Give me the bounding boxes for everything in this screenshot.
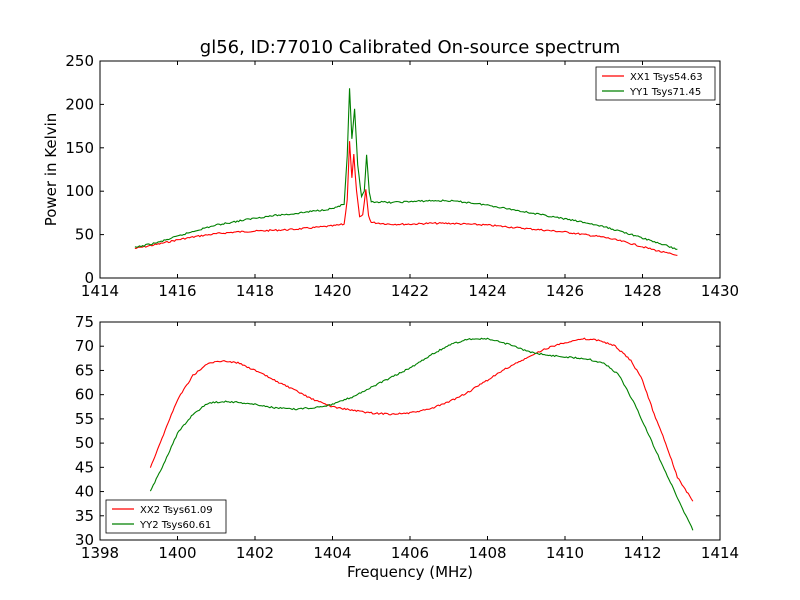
x-tick-label: 1428 bbox=[623, 282, 661, 300]
x-tick-label: 1410 bbox=[546, 544, 584, 562]
legend-label: XX1 Tsys54.63 bbox=[630, 72, 703, 83]
x-tick-label: 1402 bbox=[236, 544, 274, 562]
legend-box bbox=[105, 499, 227, 534]
legend-label: XX2 Tsys61.09 bbox=[140, 505, 213, 516]
y-tick-label: 55 bbox=[75, 410, 94, 428]
x-tick-label: 1418 bbox=[236, 282, 274, 300]
x-tick-label: 1430 bbox=[701, 282, 739, 300]
x-tick-label: 1416 bbox=[158, 282, 196, 300]
series-line-2 bbox=[149, 337, 694, 531]
series-line-2 bbox=[134, 88, 678, 250]
y-tick-label: 65 bbox=[75, 361, 94, 379]
upper-spectrum-panel: 1414 1416 1418 1420 1422 1424 1426 1428 1430 0 50 1… bbox=[42, 52, 739, 300]
x-tick-label: 1414 bbox=[81, 282, 119, 300]
legend-label: YY1 Tsys71.45 bbox=[629, 87, 701, 98]
y-tick-label: 75 bbox=[75, 313, 94, 331]
x-tick-label: 1412 bbox=[623, 544, 661, 562]
y-tick-label: 200 bbox=[65, 95, 94, 113]
x-tick-label: 1414 bbox=[701, 544, 739, 562]
x-tick-label: 1404 bbox=[313, 544, 351, 562]
y-tick-label: 45 bbox=[75, 458, 94, 476]
x-tick-label: 1420 bbox=[313, 282, 351, 300]
y-tick-label: 35 bbox=[75, 507, 94, 525]
x-tick-label: 1400 bbox=[158, 544, 196, 562]
x-tick-label: 1424 bbox=[468, 282, 506, 300]
legend-box bbox=[595, 66, 716, 101]
series-line-1 bbox=[134, 141, 678, 256]
y-tick-label: 70 bbox=[75, 337, 94, 355]
x-tick-label: 1426 bbox=[546, 282, 584, 300]
y-axis-label: Power in Kelvin bbox=[42, 113, 60, 227]
y-tick-label: 30 bbox=[75, 531, 94, 549]
x-tick-label: 1398 bbox=[81, 544, 119, 562]
x-axis-label: Frequency (MHz) bbox=[347, 563, 473, 581]
y-tick-label: 50 bbox=[75, 434, 94, 452]
x-tick-label: 1422 bbox=[391, 282, 429, 300]
y-tick-label: 250 bbox=[65, 52, 94, 70]
y-tick-label: 50 bbox=[75, 226, 94, 244]
y-tick-label: 40 bbox=[75, 483, 94, 501]
y-tick-label: 0 bbox=[84, 269, 94, 287]
y-tick-label: 100 bbox=[65, 182, 94, 200]
chart-title: gl56, ID:77010 Calibrated On-source spec… bbox=[200, 37, 620, 58]
legend-label: YY2 Tsys60.61 bbox=[139, 520, 211, 531]
series-line-1 bbox=[149, 337, 694, 502]
y-tick-label: 60 bbox=[75, 386, 94, 404]
lower-spectrum-panel: 1398 1400 1402 1404 1406 1408 1410 1412 1414 30 35… bbox=[75, 313, 739, 581]
y-tick-label: 150 bbox=[65, 139, 94, 157]
x-tick-label: 1408 bbox=[468, 544, 506, 562]
x-tick-label: 1406 bbox=[391, 544, 429, 562]
